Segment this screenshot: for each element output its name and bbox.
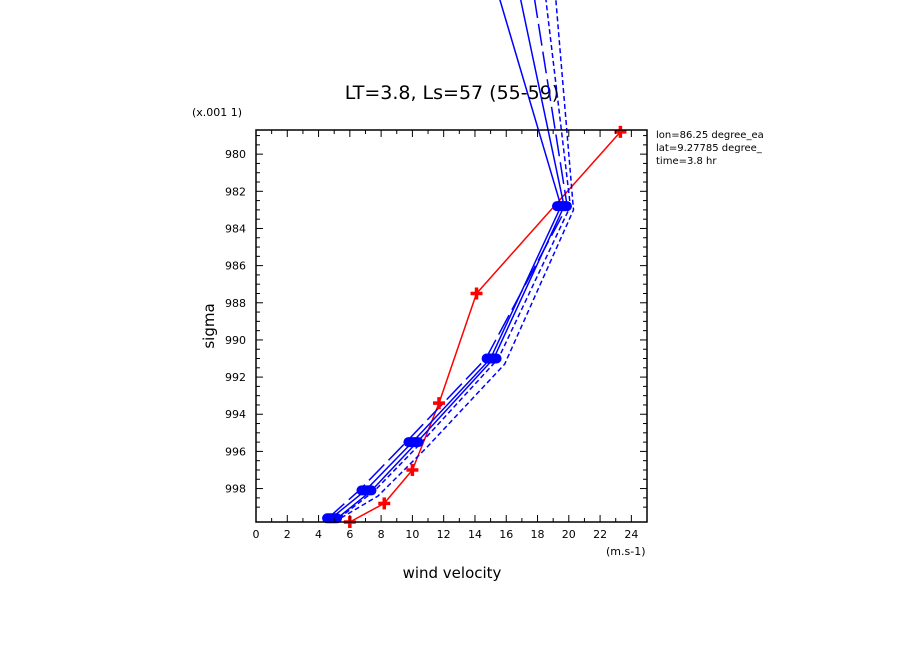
x-tick-label: 6 — [346, 528, 353, 541]
x-tick-label: 4 — [315, 528, 322, 541]
x-tick-label: 14 — [468, 528, 482, 541]
series-line-4 — [327, 0, 568, 519]
y-tick-label: 992 — [225, 371, 246, 384]
blue-oval-marker — [481, 353, 502, 364]
blue-oval-marker — [551, 201, 572, 212]
series-line-5 — [338, 0, 572, 519]
x-tick-label: 8 — [378, 528, 385, 541]
info-lat: lat=9.27785 degree_ — [656, 143, 763, 154]
red-plus-marker — [470, 287, 483, 300]
x-tick-label: 12 — [437, 528, 451, 541]
y-tick-label: 984 — [225, 222, 246, 235]
series-line-1 — [349, 131, 621, 523]
y-tick-label: 980 — [225, 148, 246, 161]
series-line-3 — [336, 0, 565, 519]
x-tick-label: 24 — [624, 528, 638, 541]
info-clip-mask — [780, 126, 904, 170]
chart-title: LT=3.8, Ls=57 (55-59) — [345, 82, 559, 104]
x-tick-label: 10 — [405, 528, 419, 541]
blue-oval-marker — [356, 485, 377, 496]
y-tick-label: 998 — [225, 483, 246, 496]
y-tick-label: 986 — [225, 260, 246, 273]
series-layer — [327, 0, 621, 523]
red-plus-marker — [378, 497, 391, 510]
red-plus-marker — [406, 463, 419, 476]
y-scale-label: (x.001 1) — [192, 106, 242, 119]
plot-frame — [255, 129, 648, 523]
y-tick-label: 982 — [225, 185, 246, 198]
x-tick-label: 2 — [284, 528, 291, 541]
series-line-6 — [333, 0, 575, 523]
y-tick-label: 994 — [225, 408, 246, 421]
x-tick-label: 22 — [593, 528, 607, 541]
x-unit-label: (m.s-1) — [606, 545, 646, 558]
x-tick-label: 16 — [499, 528, 513, 541]
y-tick-label: 990 — [225, 334, 246, 347]
x-tick-label: 18 — [531, 528, 545, 541]
blue-oval-marker — [322, 513, 343, 524]
info-lon: lon=86.25 degree_ea — [656, 130, 764, 141]
x-tick-label: 0 — [253, 528, 260, 541]
red-plus-marker — [432, 397, 445, 410]
marker-layer — [322, 125, 627, 528]
x-tick-label: 20 — [562, 528, 576, 541]
info-block: lon=86.25 degree_ea lat=9.27785 degree_ … — [656, 130, 764, 167]
x-axis-label: wind velocity — [403, 564, 502, 582]
y-tick-label: 996 — [225, 445, 246, 458]
y-axis-label: sigma — [200, 303, 218, 348]
info-time: time=3.8 hr — [656, 156, 717, 167]
axis-layer: 0 2 4 6 8 10 12 14 16 18 20 22 249809829849869889909… — [225, 130, 647, 541]
y-tick-label: 988 — [225, 297, 246, 310]
blue-oval-marker — [403, 437, 424, 448]
series-line-2 — [330, 0, 562, 519]
red-plus-marker — [614, 125, 627, 138]
